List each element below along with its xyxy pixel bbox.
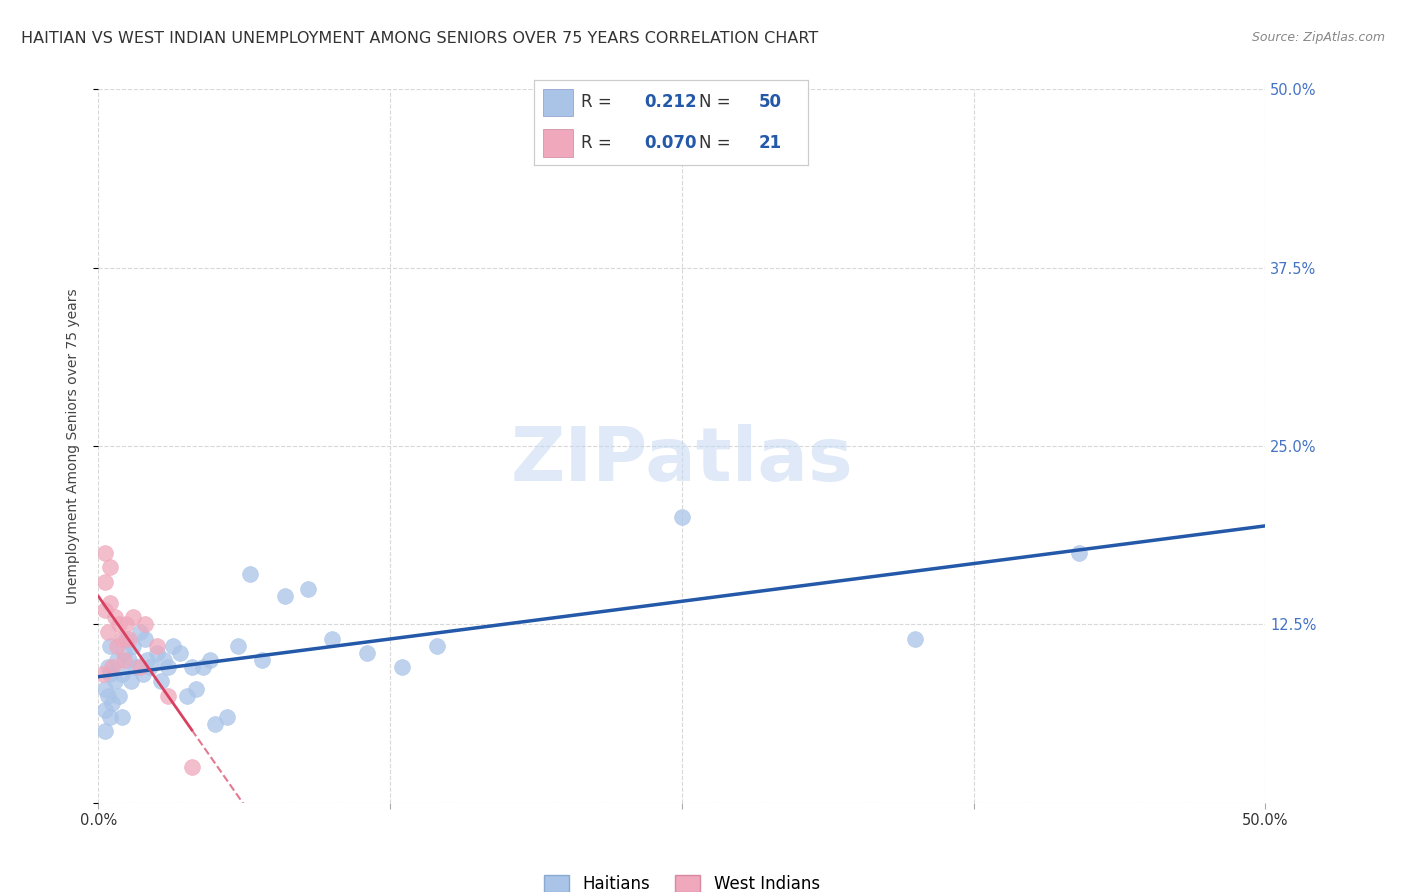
Point [122, 639, 145, 653]
Point [104, 610, 127, 624]
Point [162, 639, 184, 653]
Point [297, 582, 319, 596]
Point [122, 610, 145, 624]
Point [904, 632, 927, 646]
Point [204, 717, 226, 731]
Point [115, 617, 138, 632]
Point [215, 710, 238, 724]
Point [186, 681, 208, 696]
Text: R =: R = [581, 94, 617, 112]
Point [94, 603, 117, 617]
Point [98, 710, 121, 724]
Text: ZIPatlas: ZIPatlas [510, 424, 853, 497]
Point [391, 660, 413, 674]
Point [228, 639, 250, 653]
Point [136, 653, 159, 667]
Point [356, 646, 378, 660]
Bar [543, 89, 572, 116]
Point [94, 724, 117, 739]
Point [139, 660, 162, 674]
Point [239, 567, 262, 582]
Point [111, 667, 134, 681]
Point [274, 589, 297, 603]
Point [98, 639, 121, 653]
Point [94, 546, 117, 560]
Bar [543, 129, 572, 157]
Text: R =: R = [581, 134, 617, 152]
Point [150, 674, 173, 689]
Text: N =: N = [699, 94, 735, 112]
Point [120, 674, 142, 689]
Point [200, 653, 222, 667]
Point [112, 653, 135, 667]
Point [101, 660, 124, 674]
Point [98, 560, 121, 574]
Point [108, 689, 131, 703]
Point [1067, 546, 1090, 560]
Text: 0.070: 0.070 [644, 134, 696, 152]
Point [426, 639, 449, 653]
Point [129, 624, 152, 639]
Point [157, 689, 180, 703]
Point [134, 632, 156, 646]
Point [146, 646, 169, 660]
Point [152, 653, 174, 667]
Point [132, 667, 155, 681]
Point [91, 667, 114, 681]
Point [176, 689, 198, 703]
Text: Source: ZipAtlas.com: Source: ZipAtlas.com [1251, 31, 1385, 45]
Point [180, 760, 202, 774]
Point [108, 617, 131, 632]
Text: 21: 21 [759, 134, 782, 152]
Point [129, 660, 152, 674]
Point [97, 624, 120, 639]
Point [118, 653, 141, 667]
Point [111, 710, 134, 724]
Point [321, 632, 343, 646]
Text: N =: N = [699, 134, 735, 152]
Point [97, 689, 120, 703]
Point [146, 639, 169, 653]
Point [112, 646, 135, 660]
Text: 50: 50 [759, 94, 782, 112]
Point [101, 696, 124, 710]
Point [98, 596, 121, 610]
Legend: Haitians, West Indians: Haitians, West Indians [537, 868, 827, 892]
Text: 0.212: 0.212 [644, 94, 696, 112]
Point [111, 632, 134, 646]
Point [157, 660, 180, 674]
Point [105, 653, 128, 667]
Point [94, 574, 117, 589]
Point [125, 660, 148, 674]
Point [134, 617, 156, 632]
Point [94, 681, 117, 696]
Point [180, 660, 202, 674]
Point [250, 653, 273, 667]
Point [671, 510, 693, 524]
Text: HAITIAN VS WEST INDIAN UNEMPLOYMENT AMONG SENIORS OVER 75 YEARS CORRELATION CHAR: HAITIAN VS WEST INDIAN UNEMPLOYMENT AMON… [21, 31, 818, 46]
Point [94, 703, 117, 717]
Point [98, 667, 121, 681]
Point [118, 632, 141, 646]
Point [193, 660, 215, 674]
Point [104, 674, 127, 689]
Point [169, 646, 191, 660]
Point [115, 632, 138, 646]
Y-axis label: Unemployment Among Seniors over 75 years: Unemployment Among Seniors over 75 years [66, 288, 80, 604]
Point [105, 639, 128, 653]
Point [97, 660, 120, 674]
